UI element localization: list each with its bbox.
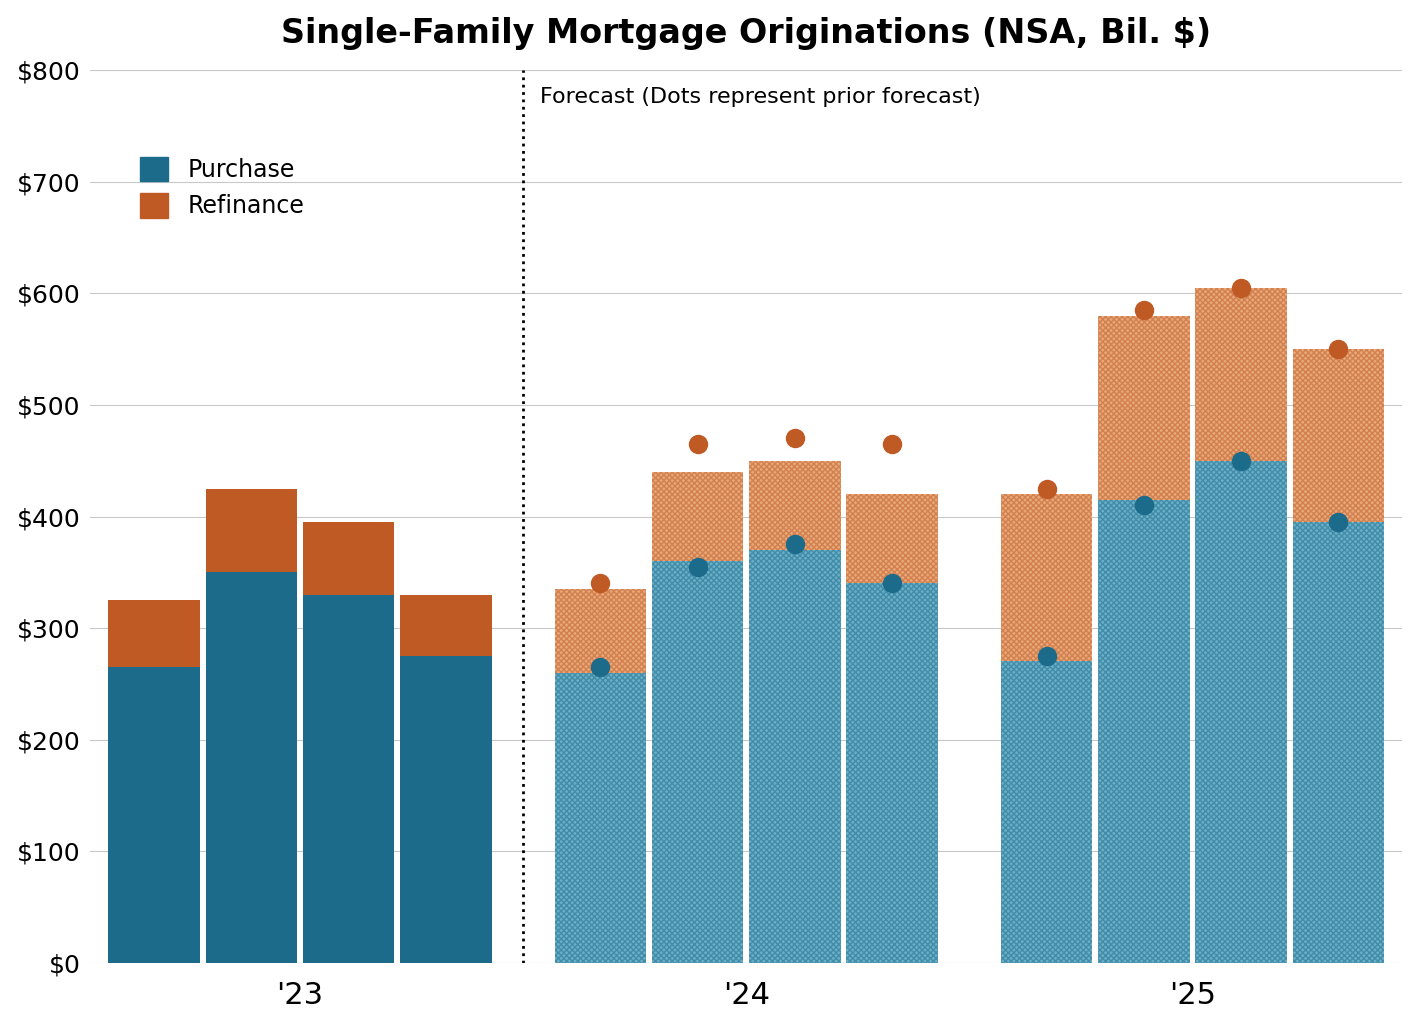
Bar: [1098, 315, 1189, 500]
Bar: [108, 600, 200, 668]
Bar: [846, 583, 938, 962]
Bar: [1195, 288, 1287, 461]
Bar: [1293, 349, 1384, 522]
Bar: [1000, 494, 1093, 661]
Bar: [302, 595, 394, 962]
Bar: [1293, 522, 1384, 962]
Bar: [749, 461, 840, 550]
Bar: [1195, 288, 1287, 461]
Bar: [206, 489, 297, 572]
Title: Single-Family Mortgage Originations (NSA, Bil. $): Single-Family Mortgage Originations (NSA…: [281, 16, 1212, 49]
Bar: [1293, 522, 1384, 962]
Bar: [108, 668, 200, 962]
Bar: [1000, 494, 1093, 661]
Bar: [651, 561, 744, 962]
Bar: [749, 550, 840, 962]
Bar: [555, 673, 646, 962]
Bar: [555, 673, 646, 962]
Bar: [1098, 315, 1189, 500]
Bar: [302, 522, 394, 595]
Text: Forecast (Dots represent prior forecast): Forecast (Dots represent prior forecast): [541, 87, 981, 107]
Bar: [1098, 500, 1189, 962]
Bar: [651, 561, 744, 962]
Bar: [206, 572, 297, 962]
Bar: [400, 595, 492, 656]
Bar: [555, 589, 646, 673]
Bar: [846, 494, 938, 583]
Bar: [1195, 461, 1287, 962]
Bar: [400, 656, 492, 962]
Bar: [651, 472, 744, 561]
Bar: [1000, 661, 1093, 962]
Bar: [846, 494, 938, 583]
Bar: [1195, 461, 1287, 962]
Bar: [651, 472, 744, 561]
Bar: [749, 550, 840, 962]
Bar: [555, 589, 646, 673]
Bar: [1293, 349, 1384, 522]
Bar: [846, 583, 938, 962]
Legend: Purchase, Refinance: Purchase, Refinance: [128, 145, 316, 230]
Bar: [749, 461, 840, 550]
Bar: [1098, 500, 1189, 962]
Bar: [1000, 661, 1093, 962]
